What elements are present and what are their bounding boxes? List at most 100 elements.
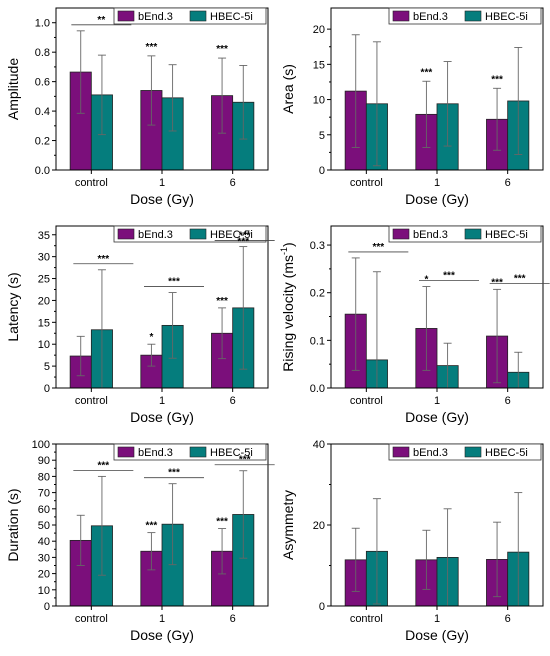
y-tick-label: 0.3 [310, 240, 325, 252]
significance-label: *** [372, 242, 384, 253]
y-axis-label: Latency (s) [5, 272, 21, 341]
legend-label: HBEC-5i [485, 229, 528, 241]
legend-label: bEnd.3 [138, 11, 173, 23]
y-axis-label: Duration (s) [5, 488, 21, 561]
y-axis-label-suffix: ) [280, 242, 296, 247]
legend-label: HBEC-5i [210, 447, 253, 459]
legend-swatch [117, 10, 135, 22]
significance-label: *** [97, 254, 109, 265]
y-axis-label-superscript: -1 [279, 247, 289, 255]
chart-asymmetry: 0 20 40 control 1 6 Dose (Gy) Asymmetry bEnd.3 HB… [275, 436, 550, 654]
legend-swatch [189, 446, 207, 458]
y-tick-label: 0 [44, 383, 50, 395]
significance-label: * [149, 332, 153, 343]
y-tick-label: 15 [313, 59, 325, 71]
legend-swatch [189, 10, 207, 22]
y-tick-label: 0 [319, 165, 325, 177]
y-tick-label: 0.0 [310, 383, 325, 395]
y-tick-label: 10 [313, 95, 325, 107]
x-tick-label: 6 [505, 395, 511, 407]
y-axis-label-text: Rising velocity (ms [280, 255, 296, 372]
y-axis-label-text: Area (s) [280, 64, 296, 114]
y-axis-label: Area (s) [280, 64, 296, 114]
x-tick-label: control [75, 395, 108, 407]
y-tick-label: 20 [38, 295, 50, 307]
chart-svg: 0.0 0.2 0.4 0.6 0.8 1.0 control 1 6 Dose (Gy) Ampl… [5, 7, 269, 207]
legend-label: HBEC-5i [210, 229, 253, 241]
legend: bEnd.3 HBEC-5i [113, 225, 267, 243]
y-tick-label: 10 [38, 585, 50, 597]
y-tick-label: 0.2 [35, 136, 50, 148]
y-tick-label: 25 [38, 274, 50, 286]
significance-label: *** [168, 277, 180, 288]
legend-label: HBEC-5i [485, 447, 528, 459]
y-tick-label: 35 [38, 230, 50, 242]
legend-label: HBEC-5i [485, 11, 528, 23]
significance-label: *** [239, 231, 251, 242]
legend-label: bEnd.3 [138, 229, 173, 241]
chart-duration: 0 10 20 30 40 50 60 70 80 90 100 control 1 6 Dose (Gy)… [0, 436, 275, 654]
chart-svg: 0 5 10 15 20 25 30 35 control 1 6 Dose (Gy) Latency … [5, 225, 275, 425]
x-tick-label: 1 [159, 613, 165, 625]
y-tick-label: 10 [38, 339, 50, 351]
y-tick-label: 0.0 [35, 165, 50, 177]
x-tick-label: 6 [230, 395, 236, 407]
x-tick-label: 1 [434, 395, 440, 407]
y-tick-label: 1.0 [35, 18, 50, 30]
significance-label: *** [146, 521, 158, 532]
y-axis-label-text: Asymmetry [280, 490, 296, 560]
y-tick-label: 0 [44, 601, 50, 613]
legend: bEnd.3 HBEC-5i [388, 225, 542, 243]
legend-swatch [464, 228, 482, 240]
legend-label: bEnd.3 [413, 229, 448, 241]
y-tick-label: 50 [38, 520, 50, 532]
y-axis-label: Amplitude [5, 58, 21, 120]
significance-label: *** [239, 455, 251, 466]
y-tick-label: 80 [38, 471, 50, 483]
chart-latency: 0 5 10 15 20 25 30 35 control 1 6 Dose (Gy) Latency … [0, 218, 275, 436]
x-tick-label: 6 [505, 613, 511, 625]
legend-swatch [392, 446, 410, 458]
legend-swatch [464, 446, 482, 458]
legend-swatch [392, 10, 410, 22]
y-tick-label: 5 [319, 130, 325, 142]
significance-label: * [424, 275, 428, 286]
y-tick-label: 90 [38, 455, 50, 467]
y-tick-label: 70 [38, 488, 50, 500]
y-tick-label: 20 [38, 569, 50, 581]
significance-label: *** [216, 517, 228, 528]
y-axis-label-text: Duration (s) [5, 488, 21, 561]
legend-swatch [189, 228, 207, 240]
legend-label: bEnd.3 [413, 11, 448, 23]
significance-label: *** [491, 74, 503, 85]
significance-label: *** [97, 460, 109, 471]
y-tick-label: 100 [32, 439, 50, 451]
significance-label: *** [168, 468, 180, 479]
legend-swatch [392, 228, 410, 240]
y-tick-label: 40 [38, 536, 50, 548]
chart-svg: 0 20 40 control 1 6 Dose (Gy) Asymmetry bEnd.3 HB… [280, 439, 544, 643]
x-axis-label: Dose (Gy) [405, 409, 469, 425]
y-axis-label-text: Amplitude [5, 58, 21, 120]
x-tick-label: 6 [505, 177, 511, 189]
significance-label: *** [216, 44, 228, 55]
y-tick-label: 60 [38, 504, 50, 516]
significance-label: *** [146, 42, 158, 53]
legend-label: bEnd.3 [413, 447, 448, 459]
x-tick-label: control [350, 177, 383, 189]
significance-label: *** [237, 237, 249, 248]
legend: bEnd.3 HBEC-5i [388, 443, 542, 461]
x-tick-label: 1 [159, 177, 165, 189]
significance-label: *** [443, 271, 455, 282]
x-axis-label: Dose (Gy) [130, 627, 194, 643]
x-axis-label: Dose (Gy) [130, 409, 194, 425]
legend-swatch [117, 446, 135, 458]
significance-label: ** [97, 15, 105, 26]
legend-swatch [464, 10, 482, 22]
y-tick-label: 0.1 [310, 335, 325, 347]
x-axis-label: Dose (Gy) [405, 191, 469, 207]
y-tick-label: 0 [319, 601, 325, 613]
x-axis-label: Dose (Gy) [405, 627, 469, 643]
y-tick-label: 0.2 [310, 288, 325, 300]
